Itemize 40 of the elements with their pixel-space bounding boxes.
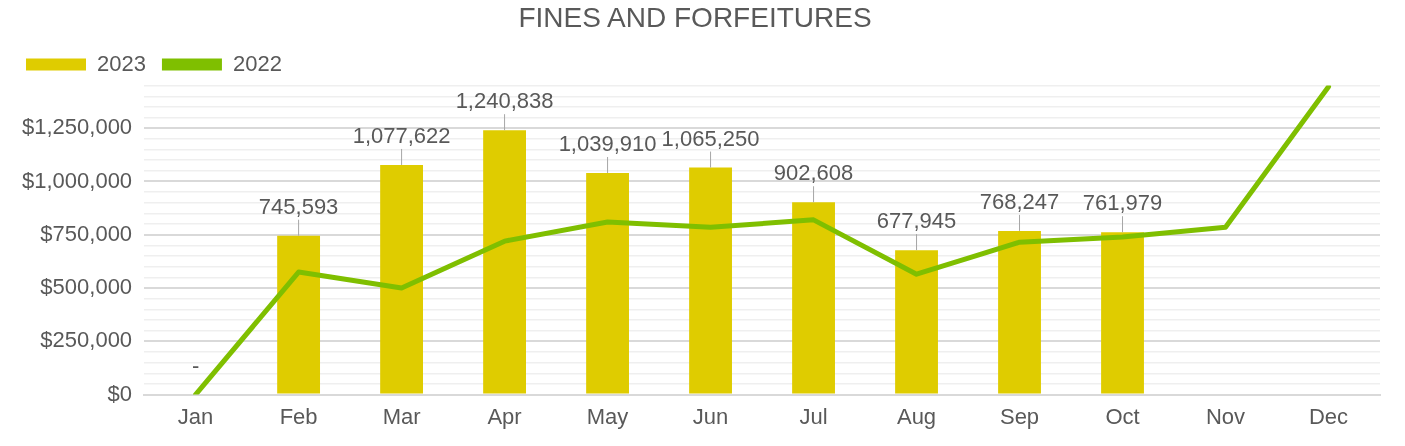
bar — [483, 130, 526, 394]
data-label: 677,945 — [876, 208, 957, 234]
x-tick-label: Jan — [177, 403, 214, 429]
y-tick-label: $1,000,000 — [22, 167, 133, 193]
legend-label: 2023 — [97, 50, 146, 76]
x-tick-label: Feb — [279, 403, 318, 429]
x-tick-label: May — [586, 403, 629, 429]
x-tick-label: Mar — [382, 403, 421, 429]
chart-title: FINES AND FORFEITURES — [518, 1, 872, 33]
bar — [895, 250, 938, 394]
data-label: - — [191, 352, 200, 378]
bar — [1101, 232, 1144, 394]
y-tick-label: $0 — [107, 380, 133, 406]
bar — [380, 164, 424, 394]
x-tick-label: Apr — [487, 403, 522, 429]
x-tick-label: Dec — [1308, 403, 1349, 429]
y-tick-label: $500,000 — [40, 274, 133, 300]
data-label: 1,065,250 — [661, 125, 760, 151]
data-label: 745,593 — [258, 193, 339, 219]
x-tick-label: Sep — [999, 403, 1040, 429]
y-tick-label: $1,250,000 — [22, 114, 133, 140]
legend-label: 2022 — [232, 50, 282, 76]
x-tick-label: Jun — [692, 403, 729, 429]
data-label: 768,247 — [979, 188, 1060, 214]
y-tick-label: $250,000 — [40, 327, 133, 353]
x-tick-label: Aug — [896, 403, 937, 429]
data-label: 1,039,910 — [558, 131, 657, 157]
bar — [689, 167, 732, 394]
data-label: 1,240,838 — [455, 88, 554, 114]
bar — [277, 235, 321, 394]
x-tick-label: Oct — [1105, 403, 1140, 429]
bar — [586, 172, 629, 394]
bar — [998, 230, 1041, 394]
data-label: 902,608 — [773, 160, 854, 186]
x-tick-label: Jul — [799, 403, 828, 429]
data-label: 1,077,622 — [352, 123, 451, 149]
y-tick-label: $750,000 — [40, 220, 133, 246]
data-label: 761,979 — [1082, 190, 1163, 216]
x-tick-label: Nov — [1205, 403, 1246, 429]
bar — [792, 202, 835, 394]
